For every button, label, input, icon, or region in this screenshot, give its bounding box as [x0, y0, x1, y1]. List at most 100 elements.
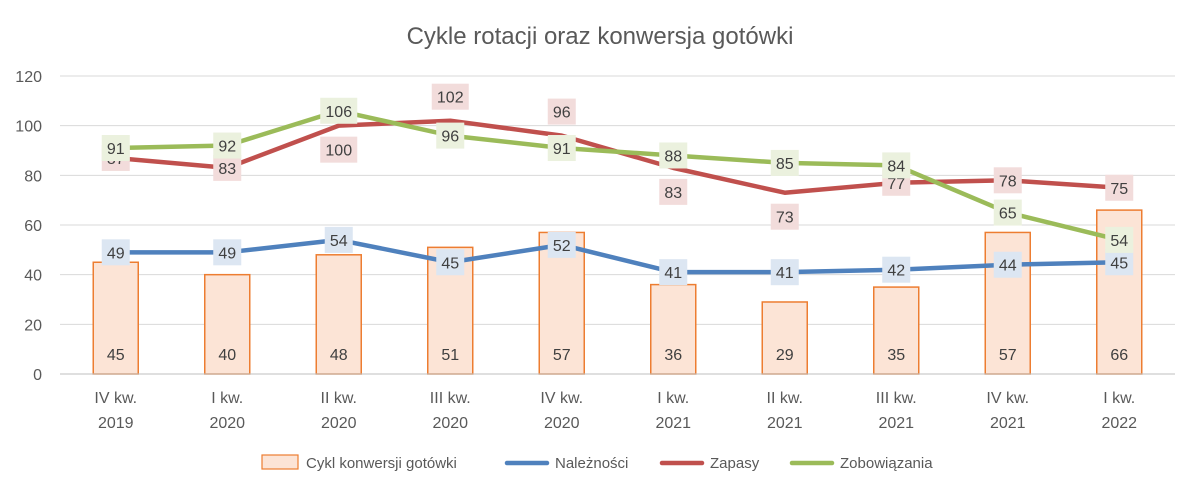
- bar: [204, 273, 251, 375]
- x-tick-label: IV kw.: [94, 390, 137, 407]
- x-tick-label: 2020: [321, 415, 357, 432]
- x-tick-label: I kw.: [1103, 390, 1135, 407]
- bar-data-label: 36: [664, 347, 682, 364]
- x-tick-label: 2021: [990, 415, 1026, 432]
- x-tick-label: I kw.: [657, 390, 689, 407]
- legend-label: Należności: [555, 455, 628, 472]
- data-label-bg: [213, 239, 242, 266]
- data-label-bg: [436, 249, 465, 276]
- data-label-bg: [770, 203, 799, 230]
- data-label-bg: [547, 231, 576, 258]
- series-line-1: [113, 237, 1122, 275]
- data-label-bg: [770, 149, 799, 176]
- x-tick-label: 2020: [544, 415, 580, 432]
- bar-data-label: 29: [776, 347, 794, 364]
- y-tick-label: 40: [24, 268, 42, 285]
- data-label-bg: [547, 135, 576, 162]
- line-data-label: 54: [1110, 233, 1128, 250]
- line-data-label: 42: [887, 263, 905, 280]
- x-tick-label: 2021: [767, 415, 803, 432]
- data-label-bg: [101, 135, 130, 162]
- line-data-label: 106: [325, 104, 352, 121]
- data-label-bg: [213, 154, 242, 181]
- x-tick-label: 2021: [878, 415, 914, 432]
- x-tick-label: I kw.: [211, 390, 243, 407]
- data-label-bg: [882, 152, 911, 179]
- data-label-bg: [1105, 249, 1134, 276]
- bar-data-label: 45: [107, 347, 125, 364]
- line-data-label: 92: [218, 139, 236, 156]
- bar-data-label: 57: [553, 347, 571, 364]
- bar-data-label: 66: [1110, 347, 1128, 364]
- data-label-bg: [213, 132, 242, 159]
- bar-data-label: 51: [441, 347, 459, 364]
- line-data-label: 84: [887, 158, 905, 175]
- x-tick-label: 2019: [98, 415, 134, 432]
- series-line-3: [113, 108, 1122, 243]
- x-tick-label: 2022: [1101, 415, 1137, 432]
- data-label-bg: [993, 251, 1022, 278]
- line-data-label: 41: [664, 265, 682, 282]
- bar-data-label: 57: [999, 347, 1017, 364]
- legend-label: Zapasy: [710, 455, 760, 472]
- x-tick-label: III kw.: [876, 390, 917, 407]
- data-label-bg: [993, 167, 1022, 194]
- line-data-label: 44: [999, 258, 1017, 275]
- data-label-bg: [1105, 226, 1134, 253]
- line-data-label: 49: [218, 245, 236, 262]
- bar: [315, 254, 362, 375]
- bar-data-label: 35: [887, 347, 905, 364]
- data-label-bg: [324, 226, 353, 253]
- line-data-label: 45: [441, 255, 459, 272]
- line-data-label: 73: [776, 210, 794, 227]
- data-label-bg: [993, 199, 1022, 226]
- y-tick-label: 60: [24, 218, 42, 235]
- line-data-label: 78: [999, 173, 1017, 190]
- line-data-label: 102: [437, 90, 464, 107]
- x-tick-label: IV kw.: [986, 390, 1029, 407]
- data-label-bg: [882, 256, 911, 283]
- bar-data-label: 48: [330, 347, 348, 364]
- line-data-label: 91: [553, 141, 571, 158]
- line-data-label: 91: [107, 141, 125, 158]
- data-label-bg: [770, 259, 799, 286]
- legend-swatch: [261, 454, 299, 470]
- line-data-label: 54: [330, 233, 348, 250]
- line-data-label: 88: [664, 148, 682, 165]
- bar: [650, 283, 697, 375]
- line-data-label: 49: [107, 245, 125, 262]
- data-label-bg: [101, 239, 130, 266]
- line-data-label: 83: [218, 161, 236, 178]
- y-tick-label: 0: [33, 367, 42, 384]
- data-label-bg: [659, 142, 688, 169]
- y-tick-label: 80: [24, 168, 42, 185]
- x-tick-label: II kw.: [321, 390, 357, 407]
- line-data-label: 41: [776, 265, 794, 282]
- line-data-label: 85: [776, 156, 794, 173]
- y-tick-label: 20: [24, 317, 42, 334]
- line-data-label: 100: [325, 143, 352, 160]
- data-label-bg: [1105, 174, 1134, 201]
- x-tick-label: III kw.: [430, 390, 471, 407]
- line-data-label: 83: [664, 185, 682, 202]
- line-data-label: 96: [441, 129, 459, 146]
- bar: [873, 286, 920, 375]
- x-tick-label: 2020: [432, 415, 468, 432]
- y-tick-label: 100: [15, 119, 42, 136]
- line-data-label: 75: [1110, 181, 1128, 198]
- data-label-bg: [436, 122, 465, 149]
- data-label-bg: [659, 178, 688, 205]
- data-label-bg: [659, 259, 688, 286]
- data-label-bg: [547, 98, 576, 125]
- line-data-label: 65: [999, 206, 1017, 223]
- line-data-label: 45: [1110, 255, 1128, 272]
- data-label-bg: [431, 83, 469, 110]
- bar-data-label: 40: [218, 347, 236, 364]
- data-label-bg: [320, 97, 358, 124]
- x-tick-label: II kw.: [767, 390, 803, 407]
- y-tick-label: 120: [15, 69, 42, 86]
- data-label-bg: [320, 136, 358, 163]
- x-tick-label: 2020: [209, 415, 245, 432]
